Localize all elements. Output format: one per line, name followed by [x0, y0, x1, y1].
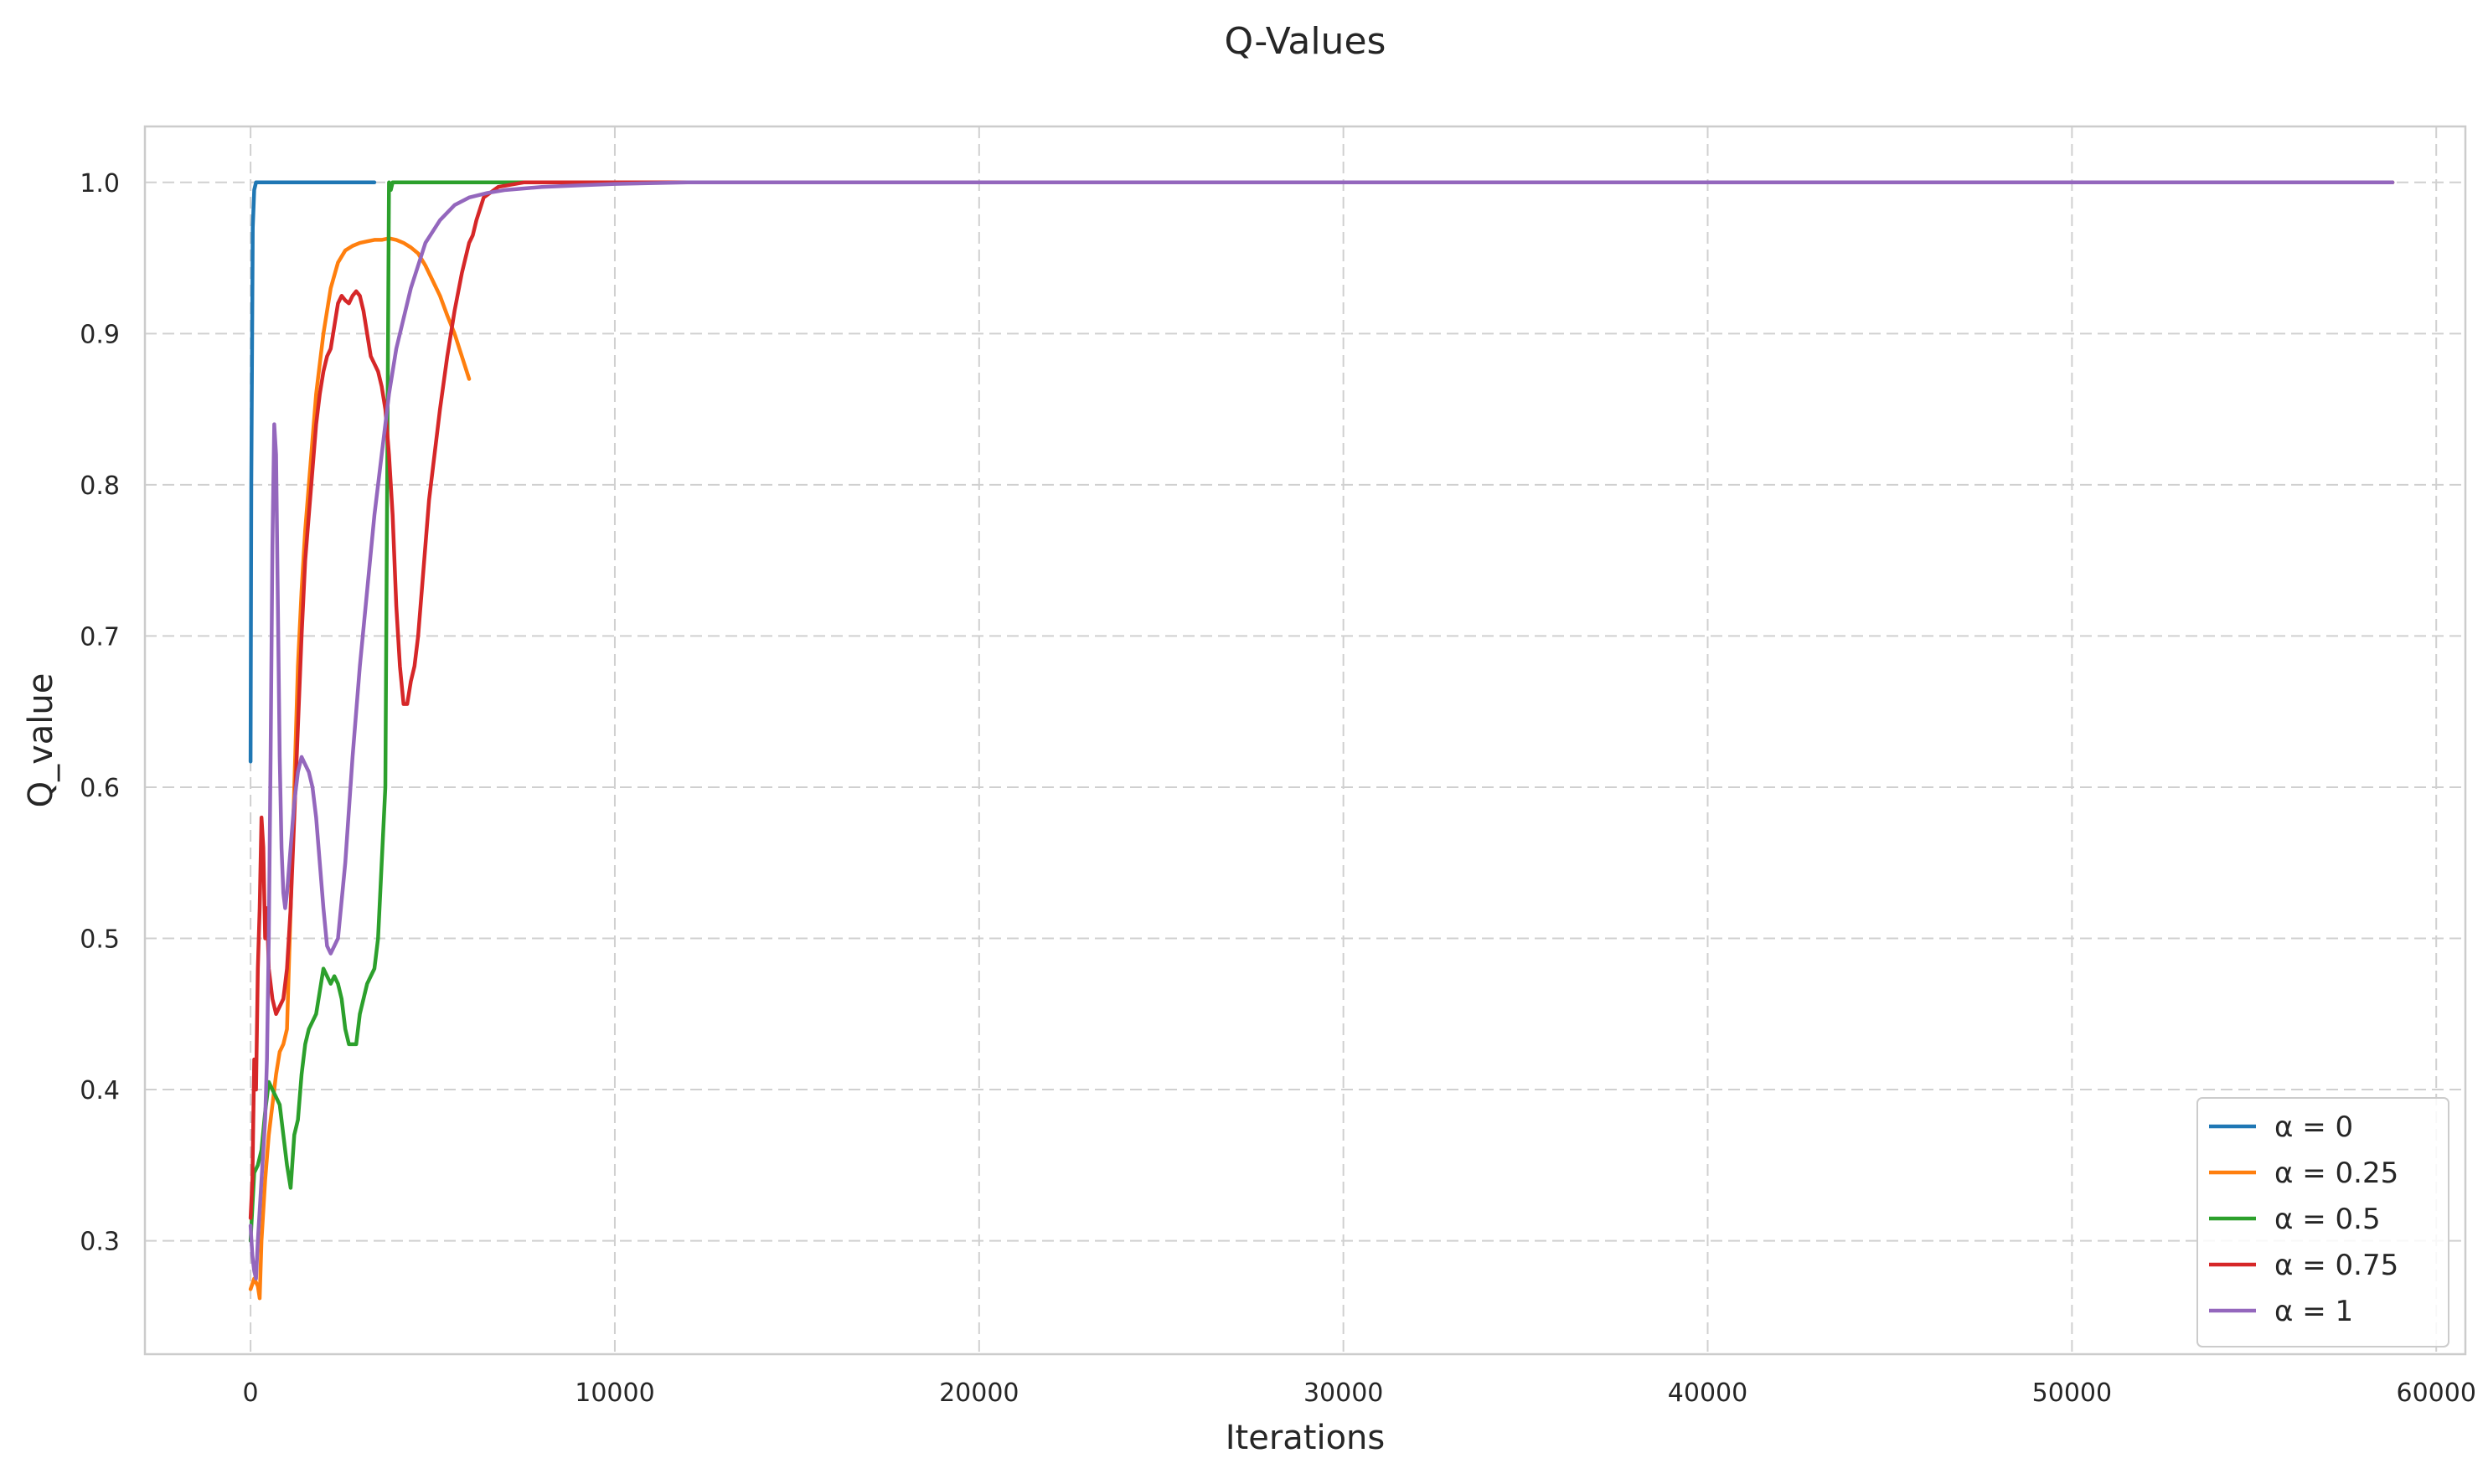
y-tick-label: 0.6	[80, 774, 120, 803]
legend-label-4: α = 1	[2274, 1295, 2353, 1328]
series-line-3	[248, 180, 2395, 1220]
x-tick-label: 40000	[1668, 1378, 1747, 1408]
y-tick-label: 0.3	[80, 1228, 120, 1257]
x-tick-label: 10000	[575, 1378, 654, 1408]
legend-label-2: α = 0.5	[2274, 1203, 2381, 1236]
y-tick-label: 0.7	[80, 622, 120, 652]
y-axis-label: Q_value	[22, 673, 60, 808]
x-tick-label: 60000	[2396, 1378, 2475, 1408]
series-line-0	[248, 180, 377, 764]
plot-frame	[143, 125, 2467, 1356]
legend-label-3: α = 0.75	[2274, 1249, 2398, 1282]
legend: α = 0 α = 0.25 α = 0.5 α = 0.75 α = 1	[2196, 1097, 2449, 1347]
legend-label-0: α = 0	[2274, 1110, 2353, 1144]
chart-title: Q-Values	[1225, 20, 1386, 63]
x-tick-label: 30000	[1303, 1378, 1383, 1408]
y-tick-label: 0.5	[80, 925, 120, 955]
y-tick-label: 0.4	[80, 1076, 120, 1105]
legend-box	[2196, 1097, 2449, 1347]
series-line-2	[248, 180, 2395, 1243]
series-line-1	[248, 236, 472, 1301]
plot-area	[145, 126, 2465, 1354]
y-tick-label: 0.9	[80, 320, 120, 349]
y-tick-label: 0.8	[80, 471, 120, 501]
x-tick-label: 50000	[2032, 1378, 2112, 1408]
y-tick-label: 1.0	[80, 169, 120, 198]
series-line-4	[248, 180, 2395, 1280]
x-tick-label: 20000	[939, 1378, 1019, 1408]
legend-label-1: α = 0.25	[2274, 1157, 2398, 1190]
x-tick-label: 0	[243, 1378, 259, 1408]
tick-labels: 0 10000 20000 30000 40000 50000 60000 0.3 0.4 0.5…	[80, 169, 2476, 1408]
series-layer	[248, 180, 2395, 1301]
x-axis-label: Iterations	[1226, 1419, 1386, 1457]
